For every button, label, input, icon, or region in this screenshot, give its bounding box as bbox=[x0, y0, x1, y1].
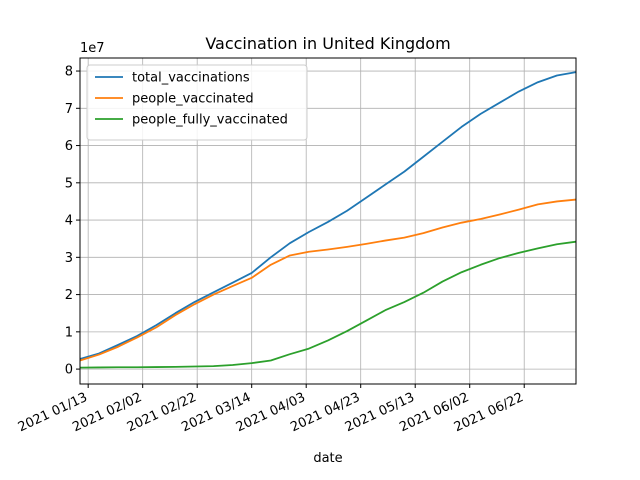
y-tick-label: 3 bbox=[65, 251, 73, 266]
y-axis-ticks: 0 1 2 3 4 5 6 7 8 bbox=[65, 65, 80, 378]
series-line-total-vaccinations bbox=[79, 71, 577, 360]
y-tick-label: 8 bbox=[65, 65, 73, 80]
y-tick-label: 4 bbox=[65, 214, 73, 229]
y-tick-label: 6 bbox=[65, 139, 73, 154]
chart-title: Vaccination in United Kingdom bbox=[205, 34, 450, 53]
y-tick-label: 1 bbox=[65, 325, 73, 340]
legend: total_vaccinations people_vaccinatedpeopl… bbox=[86, 64, 308, 141]
y-tick-label: 5 bbox=[65, 176, 73, 191]
x-axis-label: date bbox=[313, 451, 342, 466]
series-line-people-vaccinated bbox=[79, 198, 577, 362]
legend-box bbox=[86, 64, 308, 141]
y-scale-label: 1e7 bbox=[80, 41, 105, 56]
legend-entry: people_fully_vaccinated bbox=[132, 113, 288, 128]
y-tick-label: 0 bbox=[65, 363, 73, 378]
y-tick-label: 7 bbox=[65, 102, 73, 117]
series-lines bbox=[79, 71, 577, 369]
legend-entry: people_vaccinated bbox=[132, 92, 254, 107]
series-line-people-fully-vaccinated bbox=[79, 240, 577, 369]
y-tick-label: 2 bbox=[65, 288, 73, 303]
grid-lines bbox=[80, 58, 576, 384]
plot-frame bbox=[79, 57, 577, 385]
legend-entry: total_vaccinations bbox=[132, 71, 250, 86]
